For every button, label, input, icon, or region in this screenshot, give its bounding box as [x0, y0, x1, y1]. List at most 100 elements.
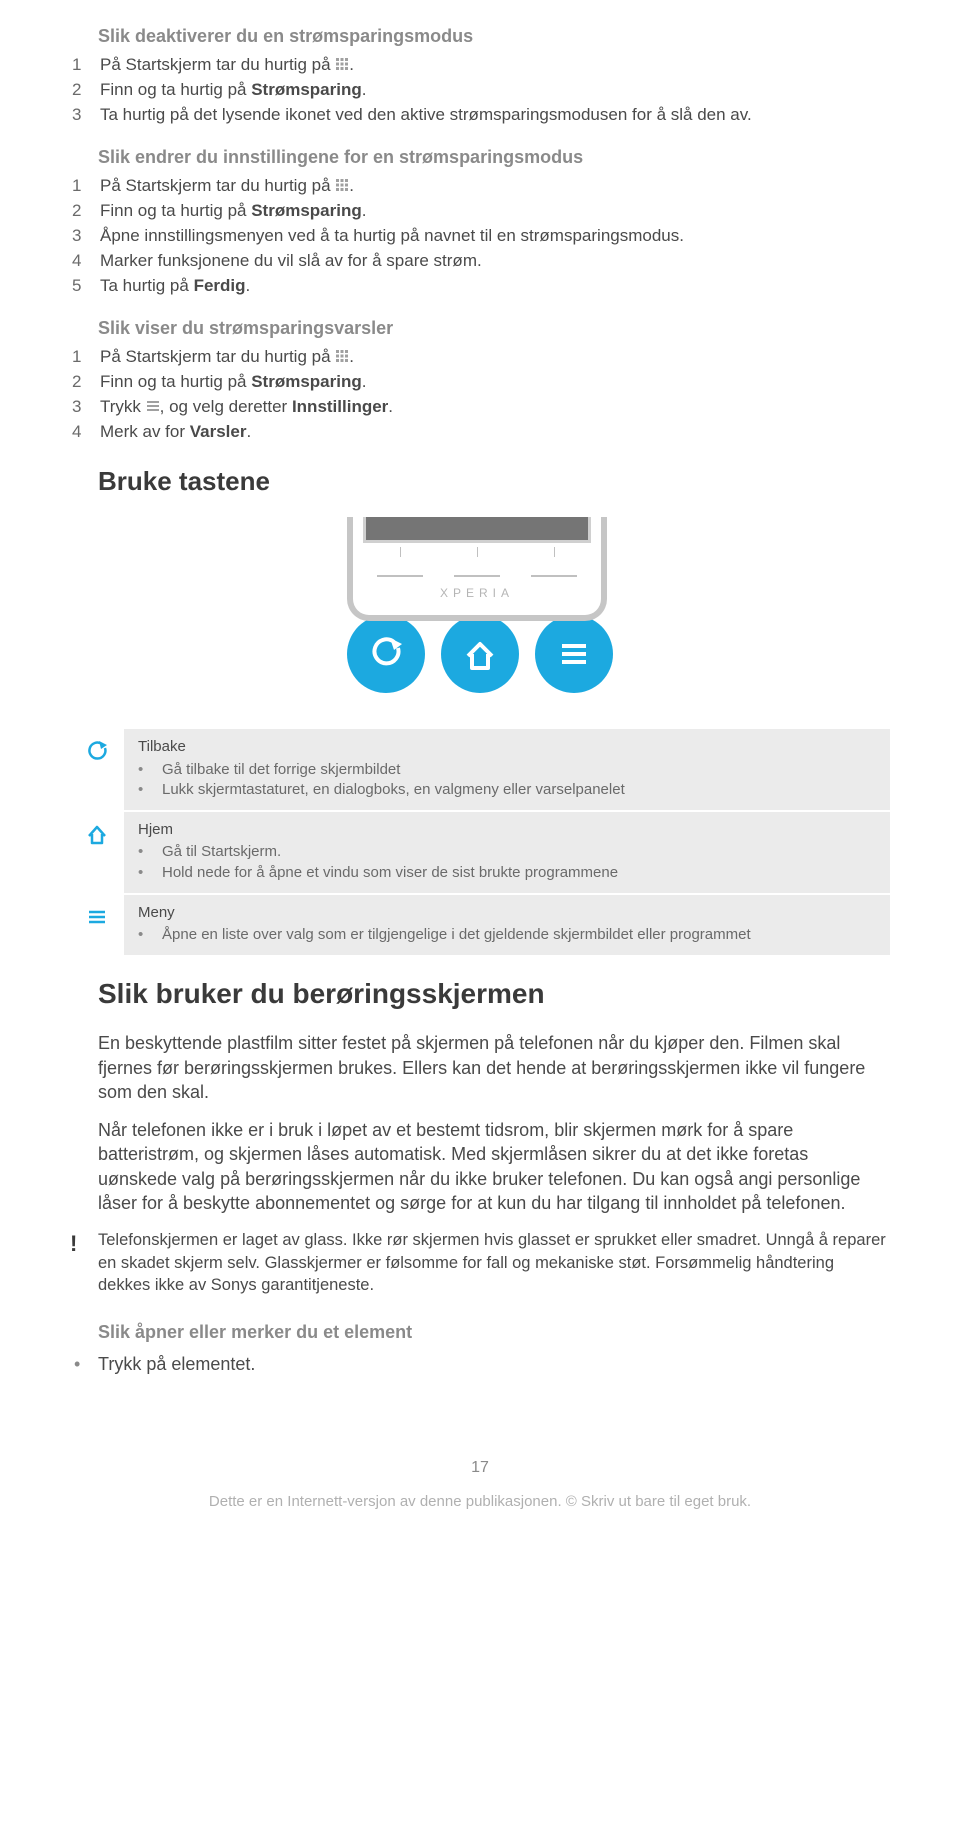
step-text: Marker funksjonene du vil slå av for å s… — [100, 250, 890, 273]
page-number: 17 — [70, 1457, 890, 1479]
section-show-alerts: Slik viser du strømsparingsvarsler 1På S… — [70, 316, 890, 444]
section-title: Slik viser du strømsparingsvarsler — [98, 316, 890, 340]
step-item: 2Finn og ta hurtig på Strømsparing. — [72, 371, 890, 394]
bullet-text: Åpne en liste over valg som er tilgjenge… — [162, 925, 876, 945]
bullet-item: • Trykk på elementet. — [74, 1352, 890, 1376]
step-text: Trykk , og velg deretter Innstillinger. — [100, 396, 890, 419]
step-text: Finn og ta hurtig på Strømsparing. — [100, 200, 890, 223]
step-item: 3Trykk , og velg deretter Innstillinger. — [72, 396, 890, 419]
circle-home-button — [441, 615, 519, 693]
step-item: 4Marker funksjonene du vil slå av for å … — [72, 250, 890, 273]
step-text: Ta hurtig på Ferdig. — [100, 275, 890, 298]
step-number: 1 — [72, 54, 100, 77]
bullet-dot: • — [138, 863, 162, 883]
step-number: 1 — [72, 346, 100, 369]
circle-menu-button — [535, 615, 613, 693]
step-item: 3Ta hurtig på det lysende ikonet ved den… — [72, 104, 890, 127]
step-number: 2 — [72, 371, 100, 394]
info-bullet: •Gå til Startskjerm. — [138, 842, 876, 862]
section-title: Slik endrer du innstillingene for en str… — [98, 145, 890, 169]
step-text: Ta hurtig på det lysende ikonet ved den … — [100, 104, 890, 127]
bullet-dot: • — [138, 760, 162, 780]
info-icon-cell — [70, 895, 124, 956]
step-text: Finn og ta hurtig på Strømsparing. — [100, 371, 890, 394]
phone-screen — [363, 517, 591, 543]
phone-key-menu — [531, 557, 577, 577]
section-change-settings: Slik endrer du innstillingene for en str… — [70, 145, 890, 298]
apps-grid-icon — [335, 349, 349, 363]
step-number: 3 — [72, 225, 100, 248]
info-bullet: •Hold nede for å åpne et vindu som viser… — [138, 863, 876, 883]
step-number: 3 — [72, 104, 100, 127]
apps-grid-icon — [335, 57, 349, 71]
paragraph: Når telefonen ikke er i bruk i løpet av … — [98, 1118, 890, 1215]
step-item: 5Ta hurtig på Ferdig. — [72, 275, 890, 298]
step-number: 4 — [72, 421, 100, 444]
bullet-dot: • — [138, 925, 162, 945]
key-info-block: Meny•Åpne en liste over valg som er tilg… — [70, 895, 890, 956]
step-item: 2Finn og ta hurtig på Strømsparing. — [72, 79, 890, 102]
heading-touchscreen: Slik bruker du berøringsskjermen — [98, 975, 890, 1013]
section-deactivate: Slik deaktiverer du en strømsparingsmodu… — [70, 24, 890, 127]
phone-diagram: XPERIA — [70, 517, 890, 693]
step-number: 3 — [72, 396, 100, 419]
home-icon — [85, 822, 109, 846]
phone-frame: XPERIA — [347, 517, 607, 621]
step-number: 2 — [72, 79, 100, 102]
bullet-text: Gå til Startskjerm. — [162, 842, 876, 862]
menu-icon — [146, 399, 160, 413]
info-body: Meny•Åpne en liste over valg som er tilg… — [124, 895, 890, 956]
phone-brand: XPERIA — [361, 585, 593, 601]
info-bullet: •Åpne en liste over valg som er tilgjeng… — [138, 925, 876, 945]
bullet-dot: • — [138, 780, 162, 800]
bullet-text: Lukk skjermtastaturet, en dialogboks, en… — [162, 780, 876, 800]
paragraph: En beskyttende plastfilm sitter festet p… — [98, 1031, 890, 1104]
info-body: Tilbake •Gå tilbake til det forrige skjer… — [124, 729, 890, 810]
menu-icon — [85, 905, 109, 929]
footer-text: Dette er en Internett-versjon av denne p… — [70, 1492, 890, 1512]
info-bullet: •Lukk skjermtastaturet, en dialogboks, e… — [138, 780, 876, 800]
warning-text: Telefonskjermen er laget av glass. Ikke … — [98, 1229, 890, 1296]
step-item: 2Finn og ta hurtig på Strømsparing. — [72, 200, 890, 223]
step-number: 4 — [72, 250, 100, 273]
info-icon-cell — [70, 812, 124, 893]
back-icon — [85, 739, 109, 763]
bullet-dot: • — [138, 842, 162, 862]
bullet-dot: • — [74, 1352, 98, 1376]
info-icon-cell — [70, 729, 124, 810]
info-title: Tilbake — [138, 737, 876, 757]
step-text: På Startskjerm tar du hurtig på . — [100, 346, 890, 369]
step-item: 4Merk av for Varsler. — [72, 421, 890, 444]
back-icon — [366, 634, 406, 674]
bullet-text: Gå tilbake til det forrige skjermbildet — [162, 760, 876, 780]
info-title: Hjem — [138, 820, 876, 840]
heading-use-keys: Bruke tastene — [98, 464, 890, 499]
step-text: På Startskjerm tar du hurtig på . — [100, 175, 890, 198]
apps-grid-icon — [335, 178, 349, 192]
step-text: Finn og ta hurtig på Strømsparing. — [100, 79, 890, 102]
bullet-text: Trykk på elementet. — [98, 1352, 890, 1376]
circle-back-button — [347, 615, 425, 693]
info-title: Meny — [138, 903, 876, 923]
section-title: Slik deaktiverer du en strømsparingsmodu… — [98, 24, 890, 48]
step-item: 1På Startskjerm tar du hurtig på . — [72, 346, 890, 369]
info-body: Hjem•Gå til Startskjerm.•Hold nede for å… — [124, 812, 890, 893]
step-item: 1På Startskjerm tar du hurtig på . — [72, 175, 890, 198]
bullet-text: Hold nede for å åpne et vindu som viser … — [162, 863, 876, 883]
step-text: Åpne innstillingsmenyen ved å ta hurtig … — [100, 225, 890, 248]
home-icon — [460, 634, 500, 674]
section-title: Slik åpner eller merker du et element — [98, 1320, 890, 1344]
step-text: Merk av for Varsler. — [100, 421, 890, 444]
step-number: 2 — [72, 200, 100, 223]
key-info-block: Tilbake •Gå tilbake til det forrige skjer… — [70, 729, 890, 810]
phone-key-back — [377, 557, 423, 577]
warning-icon: ! — [70, 1229, 98, 1296]
step-item: 1På Startskjerm tar du hurtig på . — [72, 54, 890, 77]
menu-icon — [554, 634, 594, 674]
key-info-block: Hjem•Gå til Startskjerm.•Hold nede for å… — [70, 812, 890, 893]
warning-note: ! Telefonskjermen er laget av glass. Ikk… — [70, 1229, 890, 1296]
step-number: 5 — [72, 275, 100, 298]
step-number: 1 — [72, 175, 100, 198]
phone-key-home — [454, 557, 500, 577]
info-bullet: •Gå tilbake til det forrige skjermbildet — [138, 760, 876, 780]
